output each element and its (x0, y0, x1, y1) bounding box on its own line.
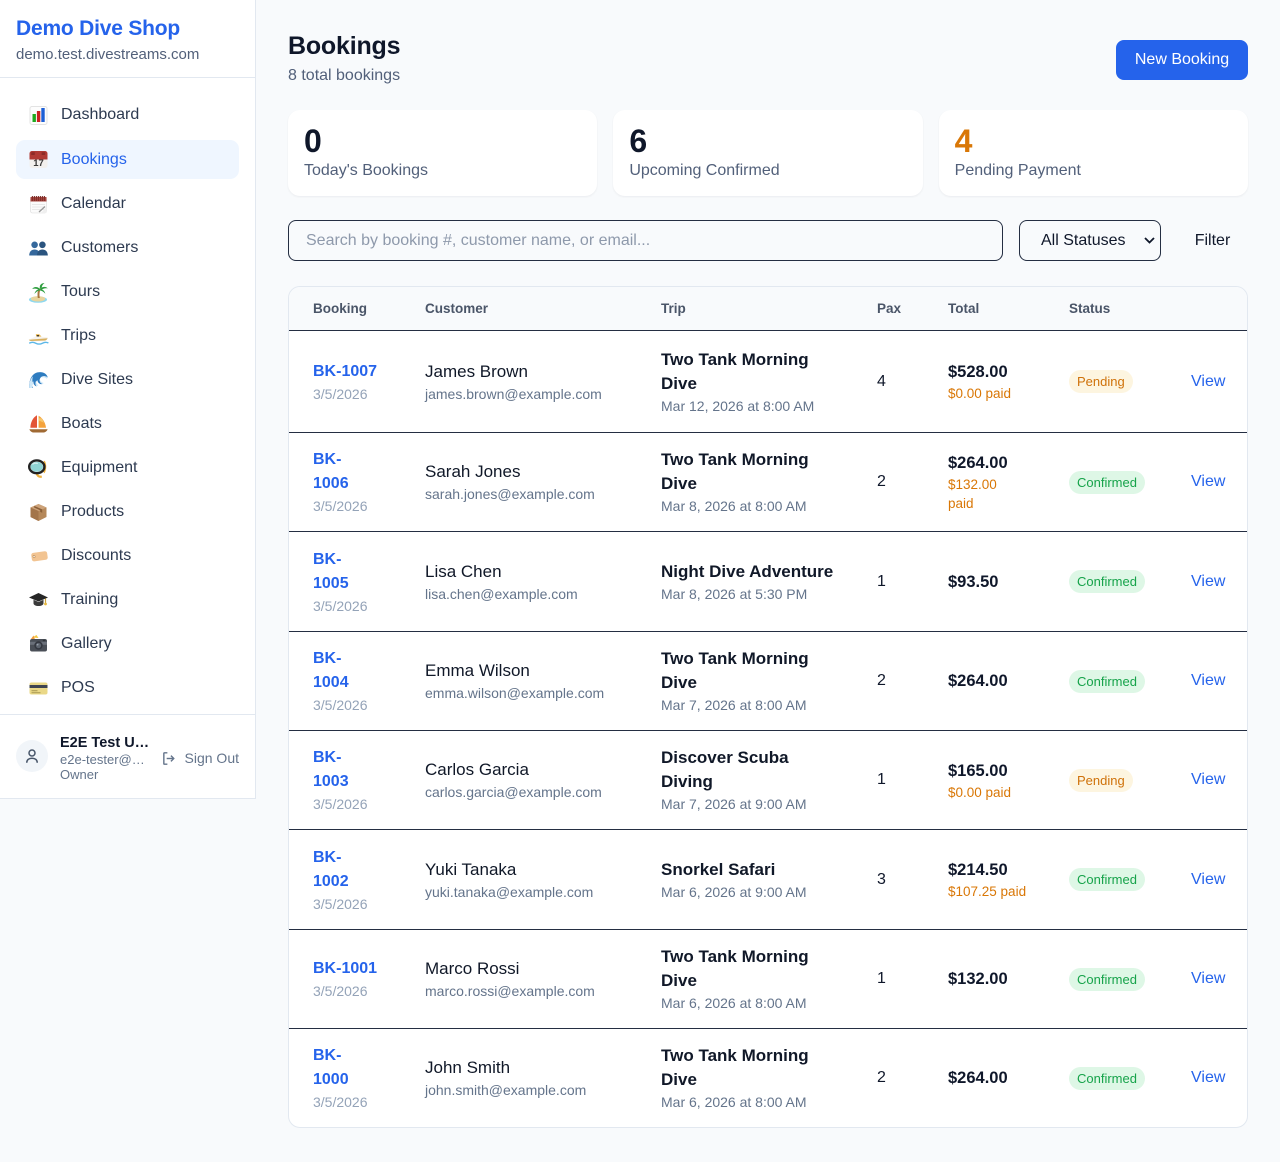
svg-text:17: 17 (33, 158, 44, 169)
